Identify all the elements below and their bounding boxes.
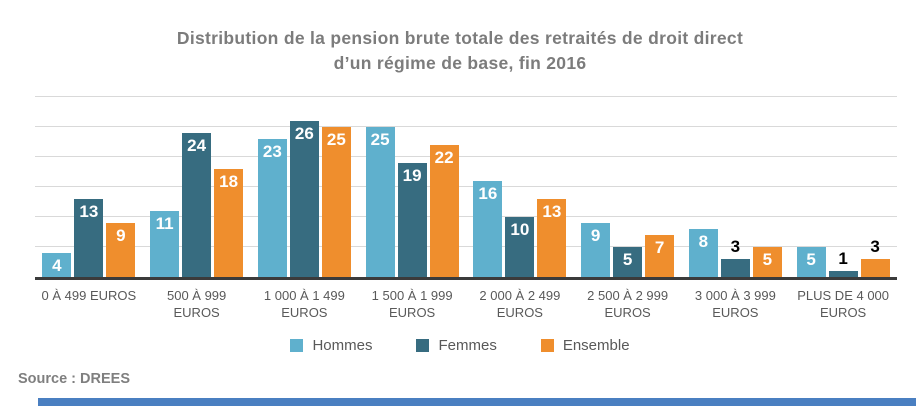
bar-value-label: 25 bbox=[326, 130, 346, 149]
bar-value-label: 7 bbox=[654, 238, 665, 257]
bar-femmes: 3 bbox=[720, 237, 750, 277]
bar-ensemble: 18 bbox=[214, 169, 244, 277]
legend-item-femmes: Femmes bbox=[416, 337, 497, 354]
bar-value-label: 16 bbox=[478, 184, 498, 203]
bar-value-label: 13 bbox=[79, 202, 99, 221]
bar-ensemble: 5 bbox=[752, 247, 782, 277]
bar-value-label: 18 bbox=[219, 172, 239, 191]
x-axis-label: 3 000 À 3 999 EUROS bbox=[694, 288, 776, 320]
gridline bbox=[35, 186, 897, 187]
gridline bbox=[35, 126, 897, 127]
gridline bbox=[35, 96, 897, 97]
legend-item-hommes: Hommes bbox=[290, 337, 372, 354]
bar-value-label: 22 bbox=[434, 148, 454, 167]
bar-femmes: 13 bbox=[74, 199, 104, 277]
gridline bbox=[35, 156, 897, 157]
chart-title-line2: d’un régime de base, fin 2016 bbox=[333, 53, 587, 73]
bar-hommes: 11 bbox=[150, 211, 180, 277]
x-axis-label: 1 500 À 1 999 EUROS bbox=[371, 288, 453, 320]
bar-value-label: 4 bbox=[52, 256, 62, 275]
bar-value-label: 1 bbox=[838, 249, 848, 268]
x-axis-label: 2 000 À 2 499 EUROS bbox=[479, 288, 561, 320]
bar-hommes: 8 bbox=[688, 229, 718, 277]
bar-hommes: 9 bbox=[581, 223, 611, 277]
source-note: Source : DREES bbox=[18, 371, 130, 387]
legend-label: Ensemble bbox=[562, 337, 630, 354]
x-axis-label: 2 500 À 2 999 EUROS bbox=[587, 288, 669, 320]
bar-femmes: 26 bbox=[289, 121, 319, 277]
bar-ensemble: 7 bbox=[645, 235, 675, 277]
bar-value-label: 3 bbox=[870, 237, 880, 256]
bar-value-label: 19 bbox=[402, 166, 422, 185]
bar-value-label: 9 bbox=[590, 226, 601, 245]
bar-value-label: 5 bbox=[762, 250, 773, 269]
legend-swatch bbox=[290, 339, 304, 352]
gridline bbox=[35, 216, 897, 217]
bar-group: 11 24 18 bbox=[143, 97, 251, 277]
bar-femmes: 19 bbox=[397, 163, 427, 277]
bar-group: 8 3 5 bbox=[682, 97, 790, 277]
bar-value-label: 5 bbox=[622, 250, 633, 269]
bar-ensemble: 3 bbox=[860, 237, 890, 277]
bar-femmes: 1 bbox=[828, 249, 858, 277]
bar-value-label: 8 bbox=[698, 232, 709, 251]
bar-value-label: 24 bbox=[187, 136, 207, 155]
bar-hommes: 4 bbox=[42, 253, 72, 277]
x-axis-label: 1 000 À 1 499 EUROS bbox=[263, 288, 345, 320]
bar-femmes: 10 bbox=[505, 217, 535, 277]
bar-value-label: 10 bbox=[510, 220, 530, 239]
legend-label: Femmes bbox=[438, 337, 497, 354]
bar-value-label: 23 bbox=[262, 142, 282, 161]
bar-hommes: 16 bbox=[473, 181, 503, 277]
chart-title: Distribution de la pension brute totale … bbox=[60, 26, 860, 76]
bar-hommes: 25 bbox=[365, 127, 395, 277]
bar-hommes: 5 bbox=[796, 247, 826, 277]
x-axis-label: 500 À 999 EUROS bbox=[166, 288, 227, 320]
bar-value-label: 5 bbox=[806, 250, 816, 269]
bar-value-label: 13 bbox=[542, 202, 562, 221]
chart-title-line1: Distribution de la pension brute totale … bbox=[176, 28, 744, 48]
bar-group: 23 26 25 bbox=[251, 97, 359, 277]
legend-item-ensemble: Ensemble bbox=[540, 337, 630, 354]
bar-femmes: 24 bbox=[182, 133, 212, 277]
x-axis-label: 0 À 499 EUROS bbox=[41, 288, 137, 303]
bar-value-label: 26 bbox=[294, 124, 314, 143]
bar-group: 9 5 7 bbox=[574, 97, 682, 277]
bar-group: 16 10 13 bbox=[466, 97, 574, 277]
gridline bbox=[35, 246, 897, 247]
bar-hommes: 23 bbox=[257, 139, 287, 277]
x-axis-label: PLUS DE 4 000 EUROS bbox=[797, 288, 890, 320]
x-axis-labels: 0 À 499 EUROS 500 À 999 EUROS 1 000 À 1 499… bbox=[35, 287, 897, 321]
bar-ensemble: 25 bbox=[321, 127, 351, 277]
bar-value-label: 25 bbox=[370, 130, 390, 149]
bar-group: 25 19 22 bbox=[358, 97, 466, 277]
bar-value-label: 11 bbox=[155, 214, 174, 233]
plot-area: 4 13 9 11 24 18 23 26 25 25 19 22 16 10 13 9 5 7 8 3 5 5 1 3 bbox=[35, 96, 897, 280]
bar-value-label: 9 bbox=[116, 226, 126, 245]
legend-label: Hommes bbox=[312, 337, 373, 354]
bar-value-label: 3 bbox=[730, 237, 741, 256]
bar-group: 4 13 9 bbox=[35, 97, 143, 277]
legend-swatch bbox=[540, 339, 554, 352]
bar-ensemble: 22 bbox=[429, 145, 459, 277]
bar-ensemble: 13 bbox=[537, 199, 567, 277]
bottom-rule bbox=[38, 398, 916, 406]
bar-femmes: 5 bbox=[613, 247, 643, 277]
legend-swatch bbox=[416, 339, 430, 352]
legend: Hommes Femmes Ensemble bbox=[0, 337, 920, 354]
bar-group: 5 1 3 bbox=[789, 97, 897, 277]
bar-ensemble: 9 bbox=[106, 223, 136, 277]
